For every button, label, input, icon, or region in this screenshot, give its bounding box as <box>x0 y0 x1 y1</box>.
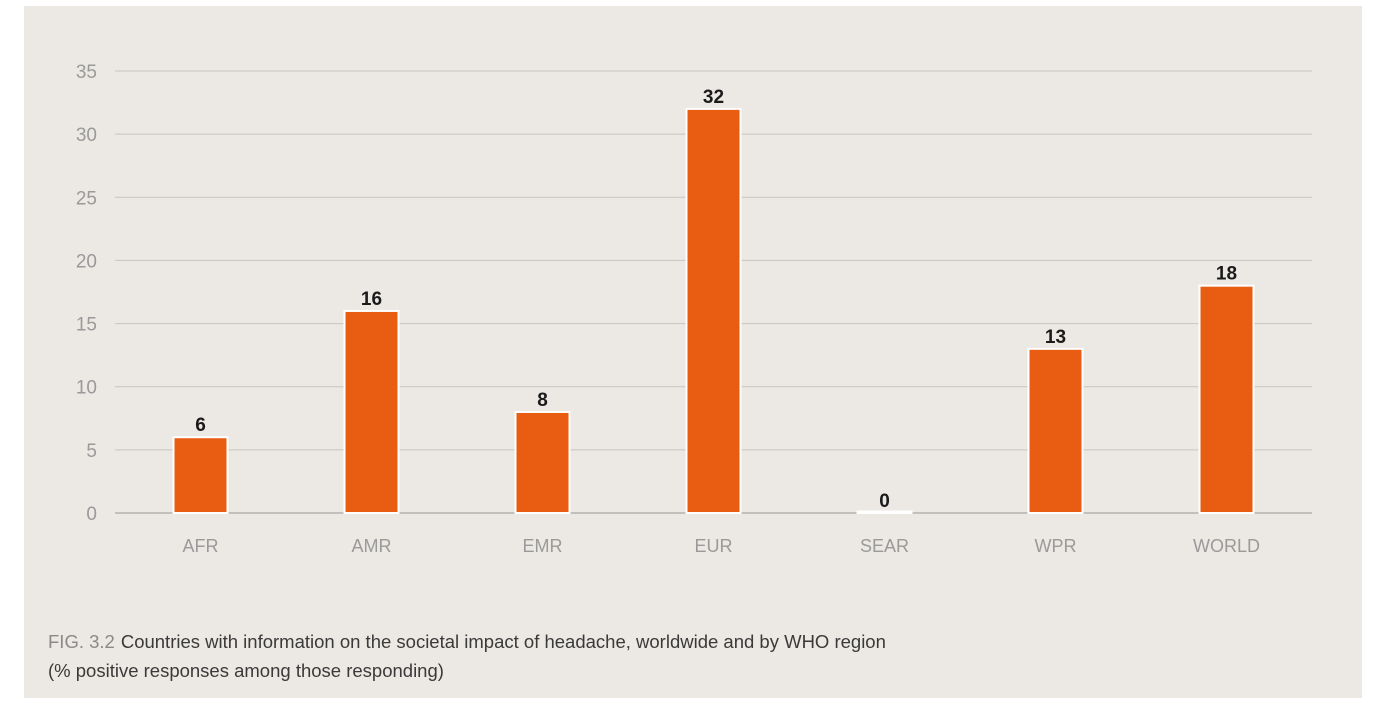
bar <box>1027 347 1084 515</box>
caption-subtext: (% positive responses among those respon… <box>48 660 444 681</box>
y-tick-label: 10 <box>76 378 97 399</box>
x-tick-label: WPR <box>1035 536 1077 556</box>
y-tick-label: 15 <box>76 315 97 336</box>
bar <box>856 510 913 514</box>
y-tick-label: 5 <box>86 441 97 462</box>
value-label: 6 <box>195 415 206 436</box>
bar-chart: 0 5 10 15 20 25 30 35 6 AFR 16 AMR 8 EMR 32 EUR 0 SEAR 13 W… <box>76 62 1312 556</box>
caption-text: Countries with information on the societ… <box>120 631 886 652</box>
bar <box>685 107 742 514</box>
value-label: 16 <box>361 289 382 310</box>
x-tick-label: AMR <box>352 536 392 556</box>
bar <box>1198 284 1255 514</box>
bar <box>514 410 571 515</box>
y-tick-label: 25 <box>76 188 97 209</box>
value-label: 8 <box>537 390 548 411</box>
value-label: 18 <box>1216 264 1237 285</box>
value-label: 13 <box>1045 327 1066 348</box>
figure-number: FIG. 3.2 <box>48 631 115 652</box>
x-tick-label: AFR <box>183 536 219 556</box>
bar <box>343 309 400 515</box>
value-label: 0 <box>879 491 890 512</box>
figure-caption: FIG. 3.2 Countries with information on th… <box>48 627 1248 685</box>
x-tick-label: WORLD <box>1193 536 1260 556</box>
y-tick-label: 35 <box>76 62 97 83</box>
x-tick-label: EUR <box>694 536 732 556</box>
x-tick-label: EMR <box>523 536 563 556</box>
value-label: 32 <box>703 87 724 108</box>
bar <box>172 436 229 515</box>
y-tick-label: 30 <box>76 125 97 146</box>
y-tick-label: 20 <box>76 251 97 272</box>
y-tick-label: 0 <box>86 504 97 525</box>
x-tick-label: SEAR <box>860 536 909 556</box>
